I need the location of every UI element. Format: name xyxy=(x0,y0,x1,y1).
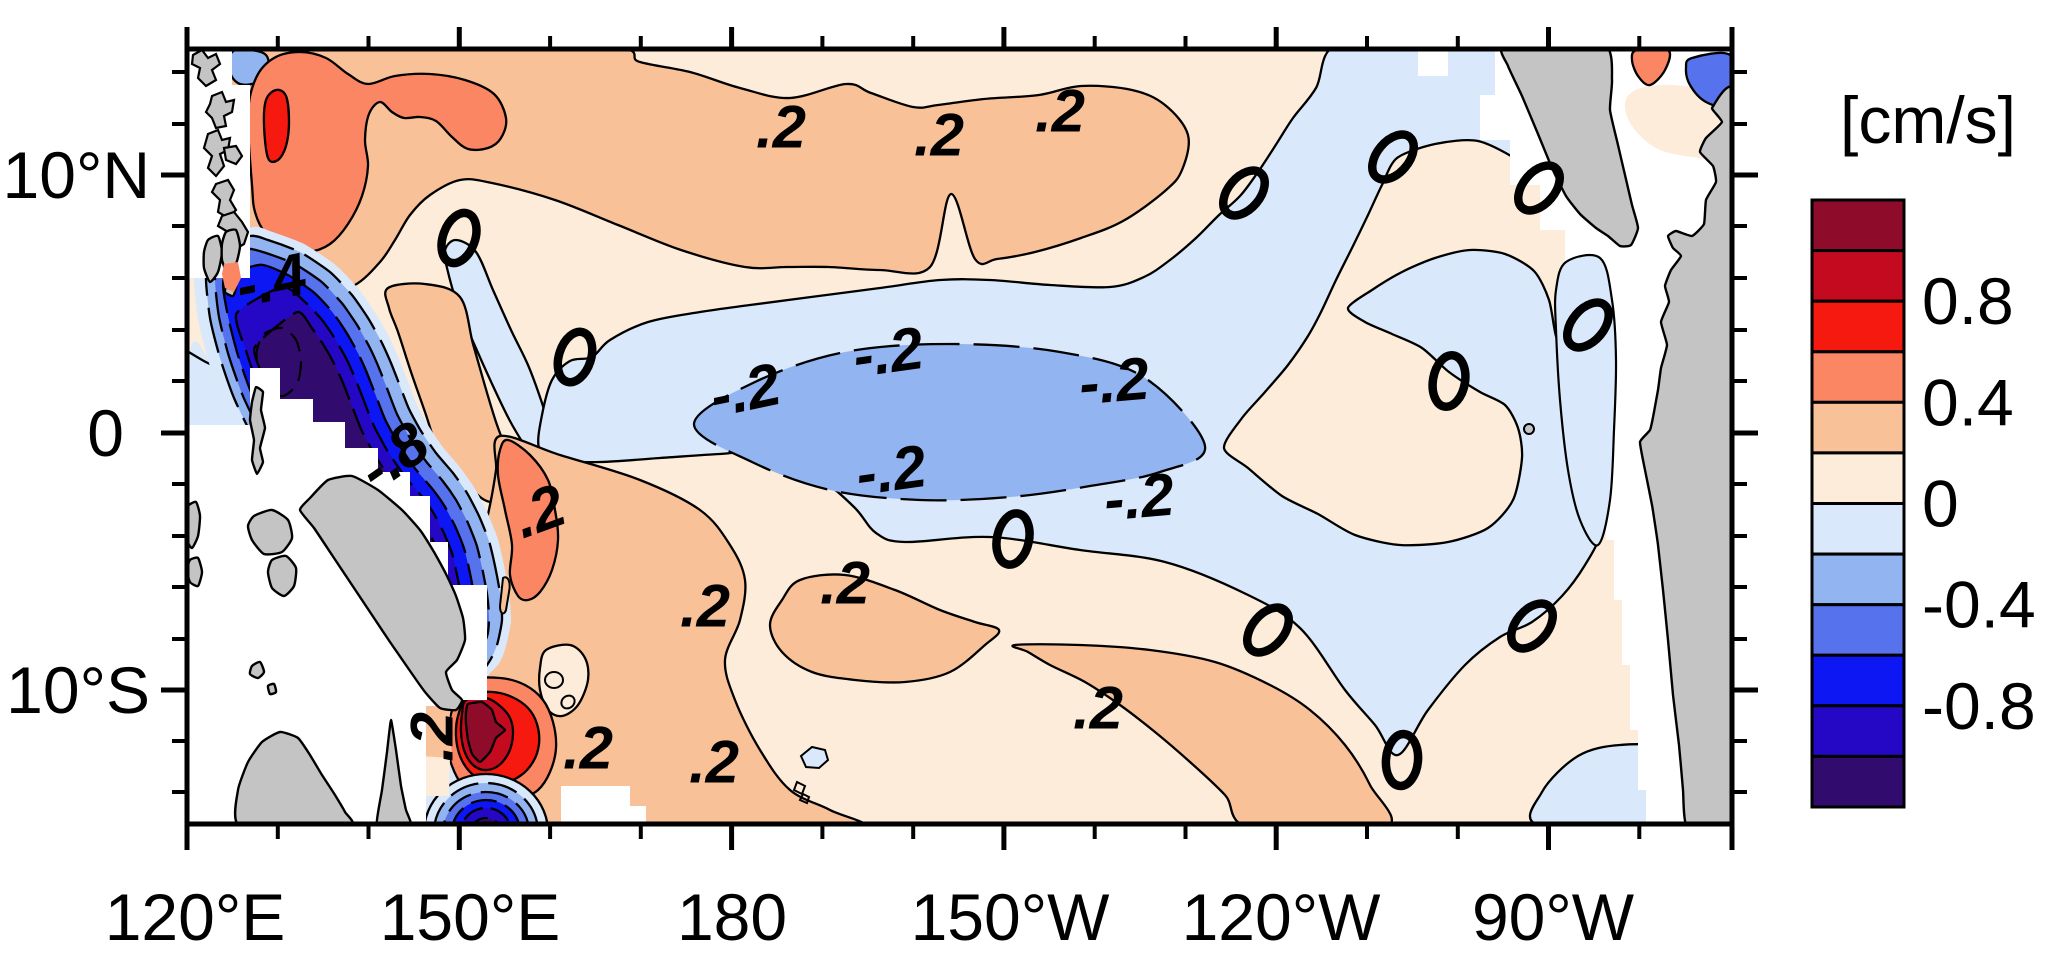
svg-text:-.2: -.2 xyxy=(1101,461,1177,534)
svg-text:-0.8: -0.8 xyxy=(1922,669,2036,743)
svg-text:-.2: -.2 xyxy=(704,350,786,430)
svg-text:.2: .2 xyxy=(820,550,870,617)
svg-text:.2: .2 xyxy=(914,102,964,169)
svg-text:-.2: -.2 xyxy=(1076,345,1152,418)
svg-text:.2: .2 xyxy=(689,729,739,796)
svg-text:.2: .2 xyxy=(563,715,613,782)
svg-text:.2: .2 xyxy=(399,712,466,762)
svg-text:-.2: -.2 xyxy=(849,314,928,390)
svg-text:-0.4: -0.4 xyxy=(1922,568,2036,642)
svg-text:10°S: 10°S xyxy=(6,653,150,727)
svg-text:150°W: 150°W xyxy=(911,880,1111,954)
svg-text:0.4: 0.4 xyxy=(1922,365,2014,439)
svg-text:90°W: 90°W xyxy=(1472,880,1635,954)
svg-text:0: 0 xyxy=(87,396,124,470)
svg-text:.2: .2 xyxy=(1073,675,1123,742)
svg-text:.2: .2 xyxy=(680,573,730,640)
svg-text:150°E: 150°E xyxy=(380,880,561,954)
svg-text:120°E: 120°E xyxy=(105,880,286,954)
svg-text:180: 180 xyxy=(677,880,787,954)
svg-text:0: 0 xyxy=(1922,467,1959,541)
svg-text:-.2: -.2 xyxy=(852,432,931,508)
svg-text:.2: .2 xyxy=(756,94,806,161)
svg-text:0.8: 0.8 xyxy=(1922,264,2014,338)
svg-text:[cm/s]: [cm/s] xyxy=(1840,83,2016,157)
svg-text:120°W: 120°W xyxy=(1182,880,1382,954)
svg-text:-.4: -.4 xyxy=(230,240,312,320)
svg-text:10°N: 10°N xyxy=(3,138,150,212)
svg-text:.2: .2 xyxy=(1035,78,1085,145)
